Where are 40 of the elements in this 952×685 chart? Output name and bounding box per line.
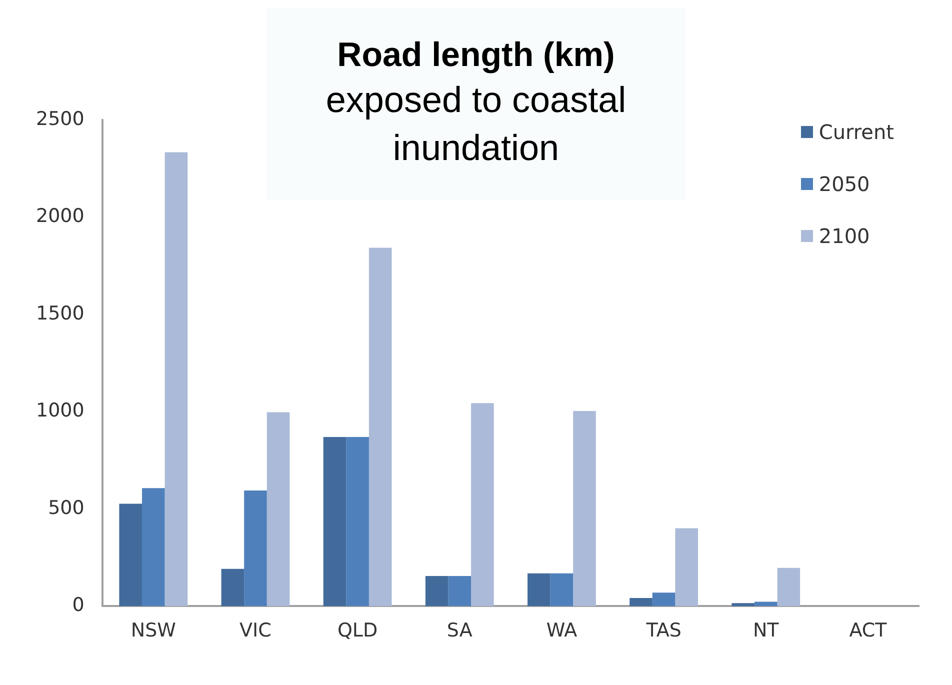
bar [528,573,550,606]
y-tick-label: 2500 [36,108,84,130]
y-tick-label: 1000 [36,400,84,422]
x-tick-label: SA [446,620,472,642]
bar [550,573,574,606]
x-tick-label: QLD [337,620,378,642]
bar [119,504,142,606]
y-tick-label: 2000 [36,205,84,228]
bar [244,490,267,606]
y-tick-label: 1500 [36,302,84,324]
x-tick-label: TAS [645,620,682,642]
chart-title: Road length (km) [336,35,616,76]
bar [448,576,472,606]
x-tick-label: VIC [240,620,272,642]
x-tick-label: NT [752,620,780,642]
bar [471,403,494,606]
x-tick-label: ACT [849,620,888,642]
x-tick-label: WA [546,620,578,642]
bar [266,412,290,606]
bar [732,603,754,606]
bar [652,592,676,606]
bar [221,568,244,606]
legend-label: 2100 [818,224,870,248]
bar [323,437,346,606]
x-tick-label: NSW [130,620,176,642]
bar [754,602,778,606]
bar [164,152,188,606]
bar [142,488,165,606]
bar [630,598,652,606]
bar [675,528,698,606]
bar [346,437,369,606]
bar [425,576,448,606]
y-tick-label: 0 [72,594,84,616]
bar [777,568,800,606]
chart-subtitle: exposed to coastal inundation [324,78,628,170]
bar [368,248,392,606]
legend-label: Current [818,120,894,144]
y-tick-label: 500 [48,496,84,519]
legend-label: 2050 [818,172,870,196]
bar [573,410,596,606]
